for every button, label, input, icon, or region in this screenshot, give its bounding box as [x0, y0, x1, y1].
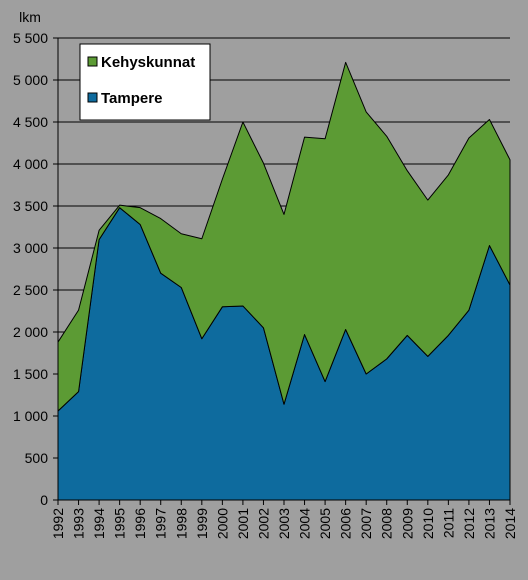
legend: Kehyskunnat Tampere [79, 43, 211, 121]
x-tick-label: 2003 [276, 508, 292, 539]
x-tick-label: 1999 [194, 508, 210, 539]
x-tick-label: 2011 [440, 508, 456, 538]
y-axis-unit-label: lkm [19, 9, 41, 25]
legend-label-kehyskunnat: Kehyskunnat [101, 54, 195, 71]
x-tick-label: 2010 [420, 508, 436, 539]
legend-swatch-kehyskunnat [87, 56, 98, 67]
x-tick-label: 2013 [481, 508, 497, 539]
y-tick-label: 3 000 [13, 240, 48, 256]
legend-swatch-tampere [87, 92, 98, 103]
x-tick-label: 2000 [214, 508, 230, 539]
legend-box [79, 43, 211, 121]
area-series-kehyskunnat [57, 61, 511, 412]
y-tick-label: 0 [40, 492, 48, 508]
x-tick-label: 1994 [91, 508, 107, 539]
x-tick-label: 2001 [235, 508, 251, 539]
x-tick-label: 2014 [502, 508, 518, 539]
y-tick-label: 500 [25, 450, 49, 466]
x-tick-label: 1993 [71, 508, 87, 539]
x-tick-label: 2004 [297, 508, 313, 539]
y-tick-label: 3 500 [13, 198, 48, 214]
y-tick-label: 1 500 [13, 366, 48, 382]
y-tick-label: 2 000 [13, 324, 48, 340]
x-tick-label: 1998 [173, 508, 189, 539]
y-tick-label: 2 500 [13, 282, 48, 298]
y-tick-label: 5 500 [13, 30, 48, 46]
x-tick-label: 2007 [358, 508, 374, 539]
x-tick-label: 2006 [338, 508, 354, 539]
x-tick-label: 1996 [132, 508, 148, 539]
x-tick-label: 1997 [153, 508, 169, 539]
x-tick-label: 1995 [112, 508, 128, 539]
axes: 0 500 1 000 1 500 2 000 2 500 3 000 3 500 4 000 4… [13, 9, 518, 539]
y-tick-label: 5 000 [13, 72, 48, 88]
x-tick-label: 2009 [399, 508, 415, 539]
x-tick-label: 2002 [255, 508, 271, 539]
legend-label-tampere: Tampere [101, 90, 162, 107]
x-tick-label: 2008 [379, 508, 395, 539]
y-tick-label: 4 000 [13, 156, 48, 172]
y-tick-label: 4 500 [13, 114, 48, 130]
x-tick-label: 2005 [317, 508, 333, 539]
x-tick-label: 2012 [461, 508, 477, 539]
y-tick-label: 1 000 [13, 408, 48, 424]
x-tick-label: 1992 [50, 508, 66, 539]
